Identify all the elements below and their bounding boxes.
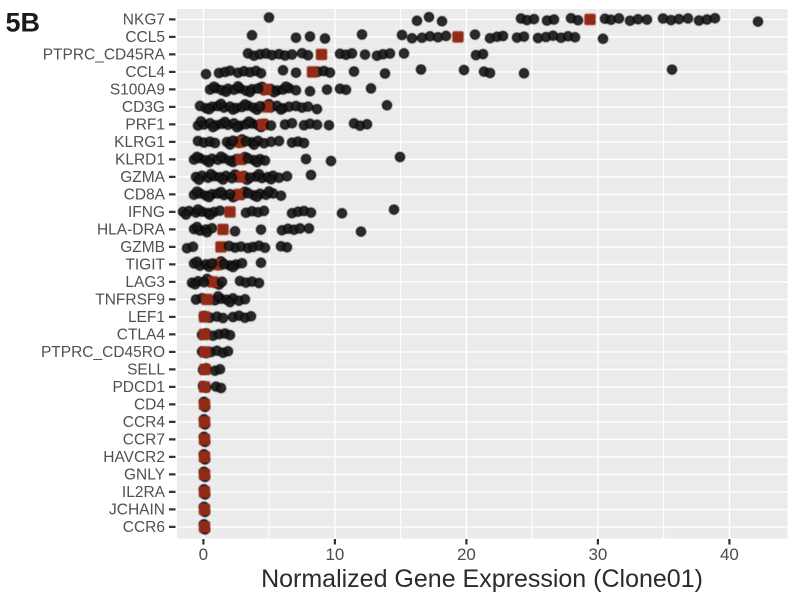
svg-text:KLRG1: KLRG1 [114,134,165,151]
svg-text:CCL4: CCL4 [125,64,165,81]
svg-text:20: 20 [457,545,476,564]
svg-text:PTPRC_CD45RA: PTPRC_CD45RA [43,47,166,64]
svg-text:IFNG: IFNG [128,204,165,221]
svg-text:IL2RA: IL2RA [122,484,166,501]
svg-text:CCR7: CCR7 [123,432,165,449]
svg-text:Normalized Gene Expression (Cl: Normalized Gene Expression (Clone01) [261,565,703,593]
svg-text:PDCD1: PDCD1 [112,379,165,396]
svg-text:CCR6: CCR6 [123,519,165,536]
svg-text:CD4: CD4 [134,397,165,414]
svg-text:KLRD1: KLRD1 [115,152,165,169]
svg-text:TIGIT: TIGIT [125,257,165,274]
svg-text:5B: 5B [6,7,41,37]
svg-text:LEF1: LEF1 [128,309,165,326]
svg-text:10: 10 [325,545,344,564]
svg-text:30: 30 [588,545,607,564]
svg-text:GZMA: GZMA [120,169,165,186]
svg-text:LAG3: LAG3 [125,274,165,291]
svg-text:HLA-DRA: HLA-DRA [97,222,166,239]
svg-text:SELL: SELL [127,362,165,379]
svg-text:TNFRSF9: TNFRSF9 [95,292,165,309]
svg-text:GNLY: GNLY [124,467,165,484]
svg-text:PRF1: PRF1 [125,117,165,134]
svg-text:PTPRC_CD45RO: PTPRC_CD45RO [41,344,165,361]
svg-text:CD8A: CD8A [124,187,166,204]
svg-text:JCHAIN: JCHAIN [109,502,165,519]
svg-text:GZMB: GZMB [120,239,165,256]
svg-text:CD3G: CD3G [122,99,165,116]
svg-text:S100A9: S100A9 [110,82,165,99]
svg-text:40: 40 [720,545,739,564]
svg-text:CCR4: CCR4 [123,414,166,431]
svg-text:CTLA4: CTLA4 [117,327,166,344]
svg-text:CCL5: CCL5 [125,29,165,46]
svg-text:0: 0 [199,545,208,564]
svg-text:NKG7: NKG7 [123,12,165,29]
svg-text:HAVCR2: HAVCR2 [103,449,165,466]
